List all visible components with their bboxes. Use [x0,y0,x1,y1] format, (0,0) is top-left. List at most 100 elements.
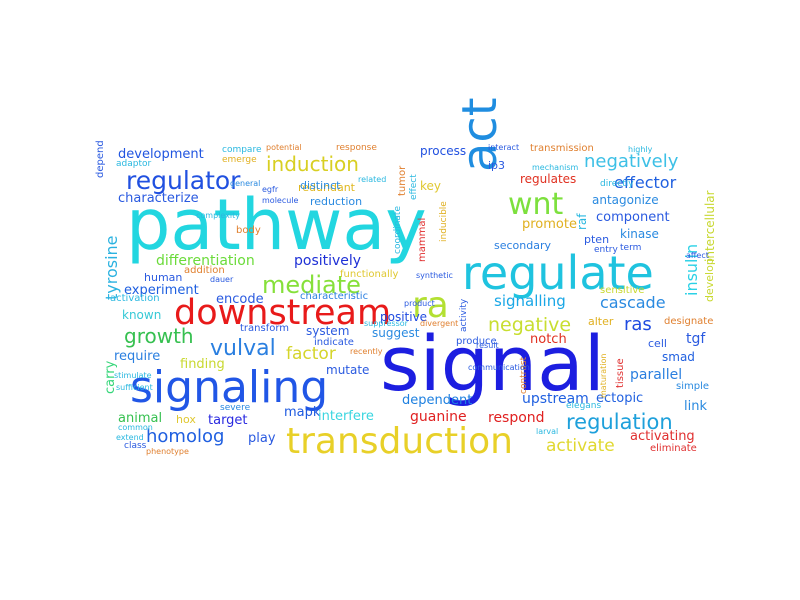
word: synthetic [416,271,453,280]
word: pathway [126,184,427,266]
word: activating [630,429,695,444]
word: affect [686,251,709,260]
word: maturation [599,353,608,398]
word: stimulate [114,371,152,380]
word: compare [222,145,262,155]
word: growth [124,324,194,348]
word: pten [584,233,610,246]
word: activity [459,298,469,332]
word: tumor [397,165,408,196]
word: sufficient [116,383,153,392]
word: result [476,341,499,350]
word: egfr [262,185,279,194]
word: target [208,413,248,428]
word: functionally [340,269,399,280]
word: vulval [210,336,276,361]
word: severe [220,403,251,413]
word: class [124,441,147,451]
word: simple [676,381,710,392]
word: complexity [196,211,240,220]
word: entry [594,245,618,255]
word: mammal [417,217,428,262]
word: alter [588,315,614,328]
word: positive [380,310,428,324]
word: cascade [600,293,666,312]
word: ip3 [488,159,506,172]
word: adaptor [116,159,152,169]
word: ras [624,314,652,335]
word: differentiation [156,253,255,269]
word: dependent [402,393,473,408]
word: recently [350,347,383,356]
word: transform [240,323,290,334]
word: molecule [262,196,299,205]
word: development [118,147,204,162]
word: phenotype [146,447,189,456]
word: activate [546,436,615,456]
word: process [420,144,467,158]
word: mapk [284,405,321,420]
word: upstream [522,391,589,407]
word: transmission [530,143,594,154]
word: highly [628,145,653,154]
word: interfere [318,409,374,424]
word: tyrosine [102,235,121,300]
word: mediate [262,271,361,299]
word: promote [522,217,577,232]
word: hox [176,413,196,426]
word: product [404,299,435,308]
word: directly [600,179,634,189]
word: play [248,431,276,446]
word: sensitive [600,285,645,296]
word: eliminate [650,443,697,454]
word: link [684,399,707,414]
word: secondary [494,239,552,252]
word: general [230,179,261,188]
word: cell [648,337,667,350]
word: regulation [566,410,673,434]
word: term [620,243,642,253]
word: homolog [146,426,225,447]
word: addition [184,265,225,276]
word: positively [294,253,362,269]
word: divergent [420,319,459,328]
word: common [118,423,153,432]
word: potential [266,143,302,152]
word: tgf [686,331,706,347]
word: key [420,179,442,193]
word: experiment [124,283,199,298]
word: kinase [620,227,659,241]
word: communication [468,363,530,372]
word: smad [662,350,695,364]
word: elegans [566,401,602,411]
word: animal [118,411,163,426]
word: effect [409,174,419,200]
word: component [596,210,670,225]
word: develop [703,258,716,302]
word: encode [216,292,264,307]
word: downstream [174,293,392,333]
word: raf [575,213,589,230]
word: require [114,349,161,364]
word: characterize [118,191,199,206]
word: ra [412,285,449,326]
word: suggest [372,326,420,340]
word: notch [530,332,567,347]
word: ectopic [596,391,644,406]
word: negative [488,314,572,336]
word: signal [380,319,605,408]
word: human [144,271,183,284]
word: characteristic [300,291,369,302]
word: body [236,225,261,236]
word: indicate [314,337,354,348]
word: suppressor [364,319,408,328]
word: wnt [508,187,564,222]
word: known [122,308,162,322]
word: interact [488,143,520,152]
word: emerge [222,155,257,165]
word: coordinate [393,205,403,254]
word: negatively [584,151,679,172]
word: response [336,143,377,153]
word: signaling [130,362,329,413]
word: effector [614,173,677,192]
